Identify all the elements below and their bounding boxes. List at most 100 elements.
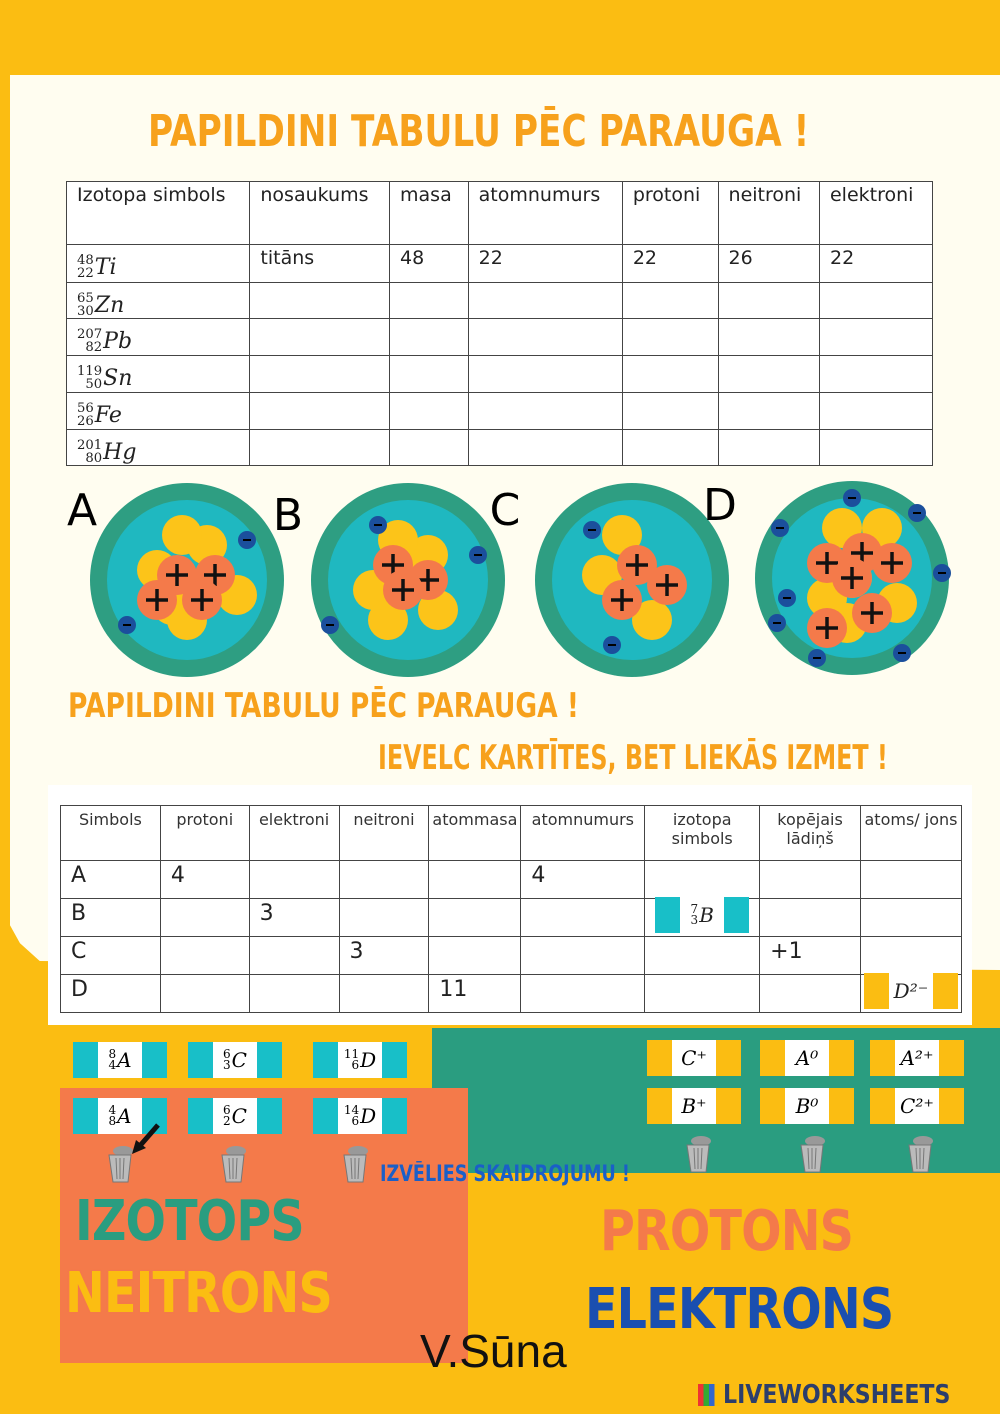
table-cell[interactable]: C <box>60 936 161 975</box>
table-cell[interactable] <box>249 318 391 357</box>
table-cell[interactable]: titāns <box>249 244 391 283</box>
table-cell[interactable]: 22 <box>467 244 623 283</box>
table-cell[interactable] <box>467 318 623 357</box>
minus-icon <box>374 524 382 526</box>
ion-card[interactable]: B⁺ <box>647 1088 741 1124</box>
table-cell[interactable] <box>249 355 391 394</box>
table-cell[interactable] <box>621 429 719 467</box>
table-cell[interactable] <box>249 392 391 431</box>
table-cell[interactable] <box>759 860 861 899</box>
placed-ion-card[interactable]: D²⁻ <box>863 973 958 1009</box>
table-cell[interactable] <box>249 281 391 320</box>
table-cell[interactable] <box>467 429 623 467</box>
table-cell[interactable] <box>520 936 646 975</box>
table-cell[interactable]: +1 <box>759 936 861 975</box>
ion-card[interactable]: C²⁺ <box>870 1088 964 1124</box>
ion-card[interactable]: A²⁺ <box>870 1040 964 1076</box>
table-cell[interactable] <box>717 318 820 357</box>
table-cell[interactable]: 48 <box>389 244 469 283</box>
table-cell[interactable] <box>159 974 250 1013</box>
answer-izotops[interactable]: IZOTOPS <box>75 1189 305 1254</box>
table-cell[interactable]: B <box>60 898 161 937</box>
minus-icon <box>776 527 784 529</box>
table-cell[interactable] <box>621 281 719 320</box>
table-cell[interactable]: 4 <box>520 860 646 899</box>
table-cell[interactable] <box>859 898 963 937</box>
table-cell[interactable]: 11 <box>428 974 522 1013</box>
table-cell[interactable] <box>338 974 430 1013</box>
answer-protons[interactable]: PROTONS <box>600 1199 854 1264</box>
table-cell[interactable]: 22 <box>818 244 934 283</box>
table-cell[interactable] <box>467 281 623 320</box>
table-cell[interactable] <box>248 936 340 975</box>
table-cell[interactable] <box>644 974 761 1013</box>
table-cell[interactable] <box>621 392 719 431</box>
trash-bin-icon[interactable] <box>340 1145 370 1183</box>
table-cell[interactable] <box>389 281 469 320</box>
table-cell[interactable] <box>759 974 861 1013</box>
ion-card[interactable]: B⁰ <box>760 1088 854 1124</box>
table-cell[interactable] <box>859 860 963 899</box>
table-cell[interactable] <box>389 392 469 431</box>
table-cell[interactable] <box>248 974 340 1013</box>
table-cell[interactable]: 26 <box>717 244 820 283</box>
trash-bin-icon[interactable] <box>105 1145 135 1183</box>
trash-bin-icon[interactable] <box>683 1135 713 1173</box>
ion-card[interactable]: A⁰ <box>760 1040 854 1076</box>
table-cell[interactable] <box>621 318 719 357</box>
table-cell[interactable] <box>389 355 469 394</box>
isotope-card[interactable]: 14 6 D <box>313 1098 407 1134</box>
table-cell[interactable]: 4 <box>159 860 250 899</box>
trash-bin-icon[interactable] <box>905 1135 935 1173</box>
table-cell[interactable] <box>818 429 934 467</box>
table-cell[interactable] <box>621 355 719 394</box>
table-cell[interactable] <box>338 898 430 937</box>
ion-card[interactable]: C⁺ <box>647 1040 741 1076</box>
table-cell[interactable]: D <box>60 974 161 1013</box>
table-cell[interactable] <box>759 898 861 937</box>
table-cell[interactable]: 3 <box>338 936 430 975</box>
table-cell[interactable] <box>467 355 623 394</box>
table-cell[interactable]: 22 <box>621 244 719 283</box>
table-cell[interactable]: D²⁻ <box>859 973 963 1013</box>
table-cell[interactable] <box>818 281 934 320</box>
table-cell[interactable] <box>520 898 646 937</box>
table-cell[interactable] <box>520 974 646 1013</box>
table-cell[interactable] <box>159 936 250 975</box>
isotope-card[interactable]: 11 6 D <box>313 1042 407 1078</box>
table-cell[interactable] <box>644 860 761 899</box>
header-cell: atommasa <box>428 805 522 861</box>
table-cell[interactable] <box>389 318 469 357</box>
table-cell[interactable] <box>859 936 963 975</box>
answer-neitrons[interactable]: NEITRONS <box>65 1261 333 1326</box>
table-cell[interactable] <box>717 392 820 431</box>
trash-bin-icon[interactable] <box>797 1135 827 1173</box>
table-cell[interactable] <box>467 392 623 431</box>
table-cell[interactable]: 3 <box>248 898 340 937</box>
table-cell[interactable] <box>818 392 934 431</box>
table-cell[interactable] <box>249 429 391 467</box>
table-cell[interactable] <box>717 281 820 320</box>
table-cell[interactable] <box>644 936 761 975</box>
answer-elektrons[interactable]: ELEKTRONS <box>585 1277 894 1342</box>
table-cell[interactable] <box>717 429 820 467</box>
table-cell[interactable] <box>818 355 934 394</box>
table-cell[interactable] <box>818 318 934 357</box>
table-cell[interactable] <box>428 860 522 899</box>
table-cell[interactable] <box>428 898 522 937</box>
table-cell[interactable] <box>717 355 820 394</box>
table-cell[interactable] <box>389 429 469 467</box>
table-cell[interactable] <box>248 860 340 899</box>
table-cell[interactable]: A <box>60 860 161 899</box>
table-cell[interactable] <box>428 936 522 975</box>
trash-bin-icon[interactable] <box>218 1145 248 1183</box>
table-cell[interactable] <box>159 898 250 937</box>
table-cell[interactable] <box>338 860 430 899</box>
